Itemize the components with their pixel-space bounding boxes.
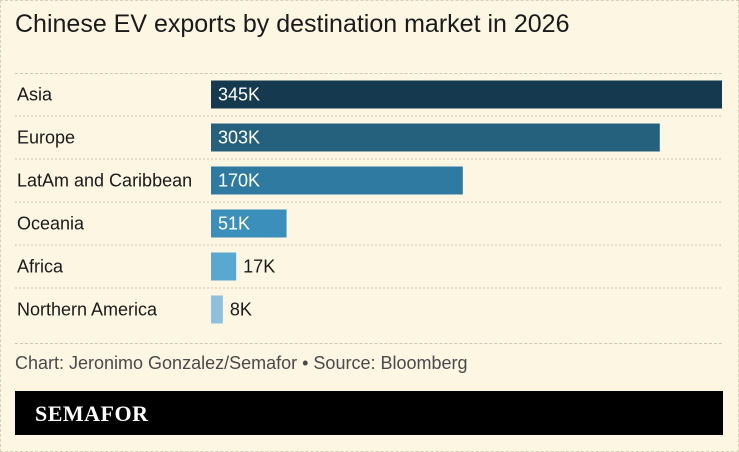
category-label: Oceania xyxy=(17,214,85,234)
bar xyxy=(211,123,660,152)
value-label: 17K xyxy=(243,257,275,277)
value-label: 170K xyxy=(218,171,260,191)
value-label: 51K xyxy=(218,214,250,234)
chart-title: Chinese EV exports by destination market… xyxy=(15,10,570,38)
bar xyxy=(211,295,223,324)
source-divider xyxy=(15,343,722,344)
bar xyxy=(211,252,237,281)
value-label: 303K xyxy=(218,128,260,148)
bar-chart: Asia 345K Europe 303K LatAm and Caribbean 170… xyxy=(15,80,722,324)
category-label: Asia xyxy=(17,85,53,105)
bar xyxy=(211,209,287,238)
title-divider xyxy=(15,73,722,74)
bar xyxy=(211,80,722,109)
brand-footer: SEMAFOR xyxy=(15,391,723,435)
value-label: 345K xyxy=(218,85,260,105)
source-note: Chart: Jeronimo Gonzalez/Semafor • Sourc… xyxy=(15,353,468,373)
category-label: Europe xyxy=(17,128,75,148)
value-label: 8K xyxy=(230,300,252,320)
bar xyxy=(211,166,463,195)
category-label: Northern America xyxy=(17,300,158,320)
category-label: Africa xyxy=(17,257,64,277)
semafor-logo: SEMAFOR xyxy=(35,401,149,426)
category-label: LatAm and Caribbean xyxy=(17,171,192,191)
